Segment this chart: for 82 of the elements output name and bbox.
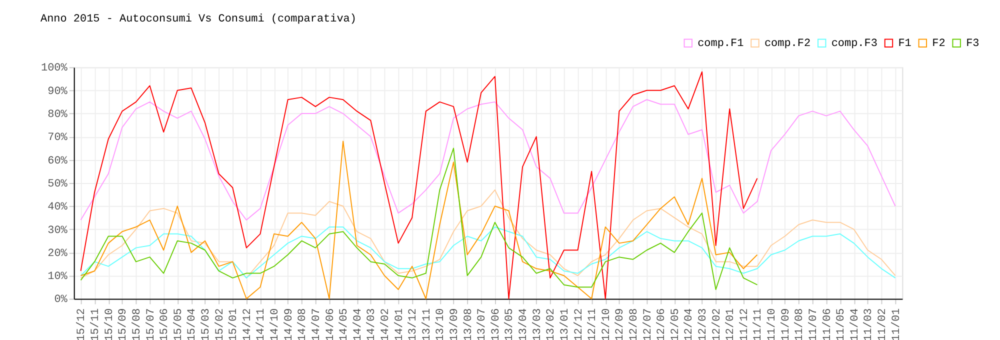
x-tick-label: 11/02: [876, 308, 889, 340]
x-tick-label: 13/03: [532, 308, 544, 340]
line-series: [80, 99, 896, 221]
x-tick-label: 11/11: [752, 308, 765, 340]
x-tick-label: 14/05: [338, 308, 351, 340]
x-tick-label: 12/09: [614, 308, 627, 340]
legend-label: F1: [898, 38, 912, 50]
x-tick-label: 14/07: [310, 308, 323, 340]
x-tick-label: 15/10: [104, 308, 116, 340]
x-tick-label: 14/11: [256, 308, 268, 340]
x-tick-label: 12/08: [628, 308, 640, 340]
legend-label: F2: [932, 38, 946, 50]
x-tick-label: 11/07: [808, 308, 820, 340]
line-series: [80, 226, 896, 278]
x-tick-label: 12/07: [642, 308, 654, 340]
y-tick-label: 0%: [54, 294, 68, 306]
x-tick-label: 11/08: [794, 308, 806, 340]
x-tick-label: 14/01: [394, 308, 406, 340]
y-tick-label: 30%: [48, 224, 68, 237]
x-tick-label: 13/06: [490, 308, 502, 340]
x-tick-label: 14/06: [324, 308, 337, 340]
x-tick-label: 15/11: [90, 308, 102, 340]
x-tick-label: 13/02: [546, 308, 558, 340]
x-tick-label: 12/06: [656, 308, 668, 340]
x-tick-label: 11/03: [863, 308, 876, 340]
x-tick-label: 11/05: [836, 308, 848, 340]
x-tick-label: 14/02: [380, 308, 392, 340]
x-tick-label: 15/06: [159, 308, 172, 340]
x-tick-label: 11/04: [849, 308, 862, 340]
x-tick-label: 11/10: [766, 308, 779, 340]
x-tick-label: 14/10: [270, 308, 282, 340]
x-tick-label: 14/04: [352, 308, 364, 340]
x-tick-label: 12/10: [600, 308, 613, 340]
x-tick-label: 11/01: [890, 308, 903, 340]
x-tick-label: 13/08: [462, 308, 475, 340]
y-tick-label: 60%: [48, 155, 68, 168]
y-tick-label: 80%: [48, 109, 68, 122]
legend-label: comp.F3: [831, 38, 878, 50]
x-tick-label: 12/03: [698, 308, 710, 340]
chart-title: Anno 2015 - Autoconsumi Vs Consumi (comparativa): [40, 13, 356, 26]
x-tick-label: 13/07: [476, 308, 489, 340]
x-tick-label: 12/11: [587, 308, 600, 340]
x-tick-label: 13/09: [449, 308, 462, 340]
x-tick-label: 15/02: [214, 308, 226, 340]
x-tick-label: 13/04: [518, 308, 530, 340]
x-tick-label: 13/10: [435, 308, 448, 340]
x-tick-label: 15/01: [228, 308, 240, 340]
x-tick-label: 13/01: [559, 308, 572, 340]
x-tick-label: 13/12: [408, 308, 420, 340]
x-tick-label: 12/12: [573, 308, 586, 340]
x-tick-label: 14/12: [242, 308, 254, 340]
x-tick-label: 13/11: [421, 308, 434, 340]
x-tick-label: 15/12: [76, 308, 88, 340]
y-tick-label: 10%: [48, 271, 68, 284]
x-tick-label: 15/04: [186, 308, 199, 340]
y-tick-label: 70%: [48, 132, 68, 144]
x-tick-label: 15/09: [118, 308, 130, 340]
x-tick-label: 15/03: [200, 308, 212, 340]
x-tick-label: 14/09: [283, 308, 296, 340]
y-tick-label: 90%: [48, 86, 68, 98]
x-tick-label: 15/07: [145, 308, 158, 340]
x-tick-label: 12/01: [725, 308, 738, 340]
x-tick-label: 12/04: [684, 308, 696, 340]
line-series: [80, 71, 758, 300]
y-tick-label: 100%: [41, 62, 68, 75]
x-tick-label: 14/03: [366, 308, 378, 340]
legend-label: comp.F2: [764, 38, 811, 50]
x-tick-label: 12/05: [670, 308, 682, 340]
x-tick-label: 11/06: [822, 308, 834, 340]
legend-label: comp.F1: [698, 38, 744, 50]
x-tick-label: 11/09: [780, 308, 792, 340]
line-series: [80, 189, 896, 278]
y-tick-label: 20%: [48, 248, 68, 260]
y-tick-label: 40%: [48, 202, 68, 214]
y-tick-label: 50%: [48, 178, 68, 190]
x-tick-label: 14/08: [297, 308, 310, 340]
x-tick-label: 12/02: [711, 308, 724, 340]
x-tick-label: 13/05: [504, 308, 516, 340]
x-tick-label: 15/05: [172, 308, 185, 340]
x-tick-label: 11/12: [738, 308, 751, 340]
legend-label: F3: [966, 38, 980, 50]
x-tick-label: 15/08: [131, 308, 144, 340]
